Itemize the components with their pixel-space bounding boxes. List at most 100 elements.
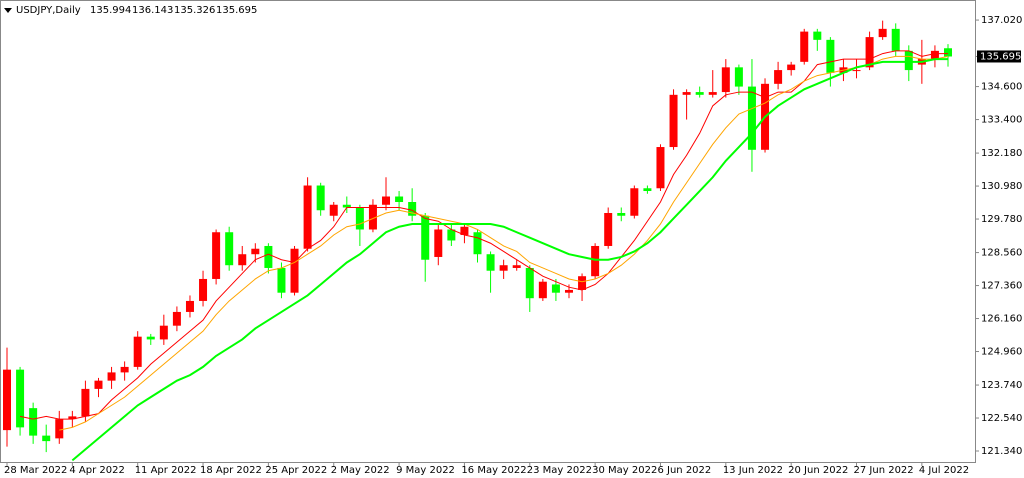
candle-body: [55, 419, 64, 439]
candle-body: [447, 229, 456, 241]
x-tick-label: 2 May 2022: [331, 465, 390, 476]
candle-body: [813, 31, 822, 40]
x-tick-label: 6 Jun 2022: [657, 465, 711, 476]
candle-body: [120, 366, 129, 373]
price-label: 135.695: [980, 51, 1021, 62]
candle-body: [107, 372, 116, 381]
y-tick-label: 134.600: [981, 82, 1022, 93]
x-tick-label: 11 Apr 2022: [135, 465, 197, 476]
candle-body: [643, 188, 652, 192]
candle-body: [630, 188, 639, 216]
candle-body: [747, 86, 756, 150]
candle-body: [904, 50, 913, 71]
candle-body: [721, 67, 730, 93]
candle-body: [133, 336, 142, 367]
header-low: 135.326: [174, 5, 215, 16]
candle-body: [852, 70, 861, 72]
y-tick-label: 126.160: [981, 314, 1022, 325]
y-tick-label: 123.740: [981, 380, 1022, 391]
candle-body: [499, 265, 508, 271]
y-tick-label: 137.020: [981, 15, 1022, 26]
candle-body: [3, 369, 11, 431]
candle-body: [944, 48, 952, 57]
y-tick-label: 122.540: [981, 413, 1022, 424]
header-title: USDJPY,Daily: [16, 5, 81, 16]
candle-body: [225, 232, 234, 266]
candle-body: [172, 311, 181, 326]
candle-body: [238, 254, 247, 266]
moving-average-line: [59, 55, 949, 431]
x-tick-label: 28 Mar 2022: [4, 465, 67, 476]
candle-body: [382, 196, 391, 205]
candle-body: [525, 267, 534, 299]
candle-body: [578, 276, 587, 290]
candle-body: [290, 248, 299, 293]
candle-body: [408, 202, 417, 216]
candle-body: [277, 267, 286, 293]
candle-body: [329, 204, 338, 216]
price-label-bg: [977, 50, 1021, 63]
candle-body: [94, 380, 103, 389]
candle-body: [656, 147, 665, 189]
candle-body: [251, 248, 260, 255]
candle-body: [486, 254, 495, 271]
candle-body: [159, 325, 168, 340]
y-tick-label: 133.400: [981, 115, 1022, 126]
candle-body: [878, 28, 887, 38]
candle-body: [865, 37, 874, 68]
x-tick-label: 18 Apr 2022: [200, 465, 262, 476]
x-tick-label: 13 Jun 2022: [723, 465, 783, 476]
candle-body: [591, 245, 600, 277]
y-tick-label: 129.780: [981, 214, 1022, 225]
candle-body: [734, 67, 743, 87]
candle-body: [774, 70, 783, 84]
candle-body: [212, 232, 221, 279]
candle-body: [800, 31, 809, 62]
candle-body: [708, 92, 717, 95]
candle-body: [682, 92, 691, 95]
candle-body: [551, 284, 560, 293]
y-tick-label: 127.360: [981, 281, 1022, 292]
x-tick-label: 27 Jun 2022: [854, 465, 914, 476]
candle-body: [316, 185, 325, 211]
candle-body: [669, 94, 678, 148]
moving-average-line: [71, 58, 948, 462]
header-close: 135.695: [216, 5, 257, 16]
candle-body: [16, 369, 25, 428]
y-tick-label: 130.980: [981, 181, 1022, 192]
candle-body: [617, 212, 626, 216]
candle-body: [787, 64, 796, 71]
candle-body: [564, 289, 573, 293]
candle-body: [199, 278, 208, 301]
candle-body: [342, 204, 351, 208]
x-tick-label: 4 Apr 2022: [69, 465, 124, 476]
candle-body: [891, 28, 900, 51]
candle-body: [473, 232, 482, 255]
candle-body: [826, 39, 835, 73]
candle-body: [185, 300, 194, 312]
candle-body: [146, 336, 155, 340]
x-tick-label: 23 May 2022: [527, 465, 592, 476]
header-open: 135.994: [90, 5, 131, 16]
candle-body: [512, 265, 521, 268]
candle-body: [604, 212, 613, 246]
x-tick-label: 25 Apr 2022: [265, 465, 327, 476]
y-tick-label: 124.960: [981, 347, 1022, 358]
candle-body: [930, 50, 939, 60]
x-tick-label: 16 May 2022: [461, 465, 526, 476]
candle-body: [368, 204, 377, 230]
y-tick-label: 128.560: [981, 248, 1022, 259]
x-tick-label: 9 May 2022: [396, 465, 455, 476]
candle-body: [460, 226, 469, 235]
candle-body: [355, 207, 364, 230]
header-high: 136.143: [132, 5, 173, 16]
candle-body: [434, 229, 443, 257]
moving-average-line: [19, 50, 948, 420]
y-tick-label: 132.180: [981, 148, 1022, 159]
candle-body: [29, 408, 38, 436]
x-tick-label: 4 Jul 2022: [919, 465, 969, 476]
candle-body: [42, 435, 51, 442]
candle-body: [264, 245, 273, 268]
candle-body: [68, 416, 77, 420]
